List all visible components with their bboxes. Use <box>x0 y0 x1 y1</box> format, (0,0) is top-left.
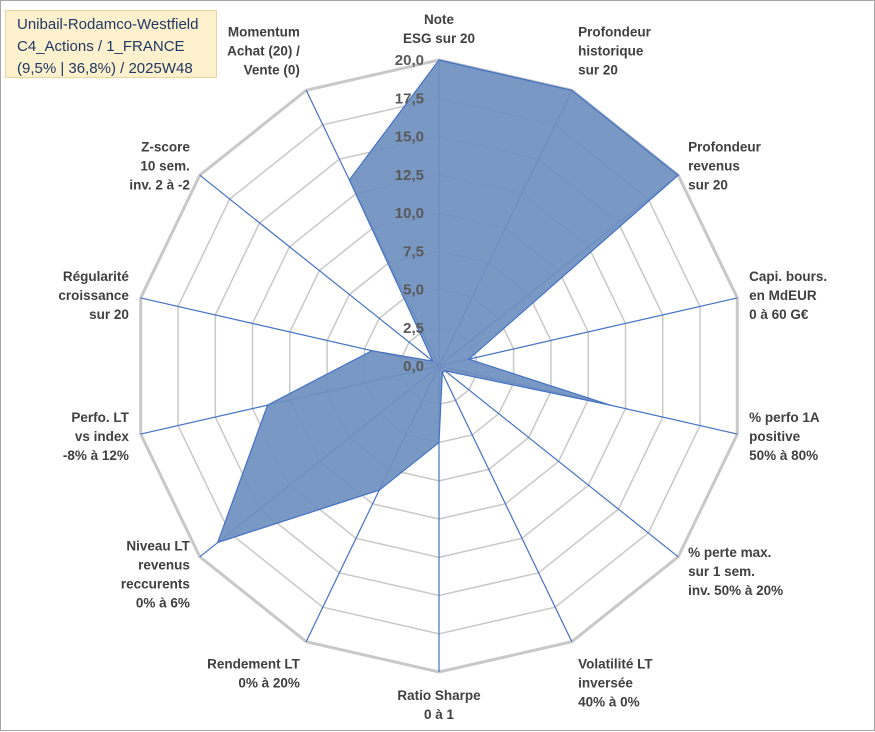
axis-label-line: 50% à 80% <box>749 448 818 463</box>
axis-label: Niveau LT revenus reccurents 0% à 6% <box>121 538 191 610</box>
axis-label-line: -8% à 12% <box>63 448 129 463</box>
axis-label-line: positive <box>749 429 801 444</box>
axis-label-line: Achat (20) / <box>227 43 300 58</box>
axis-label-line: historique <box>578 43 644 58</box>
axis-label: Perfo. LT vs index -8% à 12% <box>63 410 130 463</box>
axis-label-line: Profondeur <box>688 140 761 155</box>
axis-label-line: Rendement LT <box>207 657 301 672</box>
axis-label-line: inversée <box>578 676 633 691</box>
axis-label-line: 0 à 60 G€ <box>749 307 809 322</box>
axis-label-line: sur 20 <box>578 62 618 77</box>
axis-label: Profondeur historique sur 20 <box>578 24 651 77</box>
axis-label-line: inv. 50% à 20% <box>688 583 783 598</box>
series-area <box>218 60 679 543</box>
axis-label-line: vs index <box>75 429 130 444</box>
tick-label: 5,0 <box>403 282 424 299</box>
axis-label-line: % perte max. <box>688 545 771 560</box>
axis-label-line: Capi. bours. <box>749 269 827 284</box>
axis-label: Profondeur revenus sur 20 <box>688 140 761 193</box>
axis-label-line: revenus <box>688 159 740 174</box>
axis-label-line: ESG sur 20 <box>403 31 475 46</box>
axis-label-line: % perfo 1A <box>749 410 820 425</box>
axis-label-line: Vente (0) <box>244 62 300 77</box>
axis-label: Rendement LT 0% à 20% <box>207 657 301 691</box>
axis-label: % perte max. sur 1 sem. inv. 50% à 20% <box>688 545 783 598</box>
tick-label: 17,5 <box>395 90 424 107</box>
tick-label: 20,0 <box>395 52 424 69</box>
axis-label: % perfo 1A positive 50% à 80% <box>749 410 820 463</box>
axis-label-line: sur 20 <box>89 307 129 322</box>
tick-label: 0,0 <box>403 358 424 375</box>
series-layer <box>218 60 679 543</box>
axis-label: Ratio Sharpe 0 à 1 <box>397 688 481 722</box>
axis-label-line: Niveau LT <box>126 538 190 553</box>
axis-label-line: Note <box>424 12 454 27</box>
axis-label-line: en MdEUR <box>749 288 817 303</box>
axis-label-line: 40% à 0% <box>578 695 640 710</box>
axis-label-line: sur 1 sem. <box>688 564 755 579</box>
tick-label: 15,0 <box>395 129 424 146</box>
title-line-stats: (9,5% | 36,8%) / 2025W48 <box>17 60 193 77</box>
axis-label: Z-score 10 sem. inv. 2 à -2 <box>129 140 190 193</box>
tick-label: 7,5 <box>403 243 424 260</box>
axis-label-line: 0 à 1 <box>424 707 455 722</box>
axis-label-line: Volatilité LT <box>578 657 653 672</box>
axis-label-line: reccurents <box>121 576 190 591</box>
axis-label-line: Régularité <box>63 269 130 284</box>
axis-label-line: 10 sem. <box>140 159 190 174</box>
axis-spoke <box>439 366 572 642</box>
axis-label: Volatilité LT inversée 40% à 0% <box>578 657 653 710</box>
tick-label: 12,5 <box>395 167 424 184</box>
axis-label-line: Z-score <box>141 140 190 155</box>
tick-label: 2,5 <box>403 320 424 337</box>
title-box: Unibail-Rodamco-Westfield C4_Actions / 1… <box>5 10 217 78</box>
axis-label: Momentum Achat (20) / Vente (0) <box>227 24 300 77</box>
axis-label-line: Perfo. LT <box>71 410 129 425</box>
tick-layer: 0,0 2,5 5,0 7,5 10,0 12,5 15,0 17,5 20,0 <box>395 52 424 375</box>
axis-label-line: inv. 2 à -2 <box>129 178 190 193</box>
axis-label-line: Profondeur <box>578 24 651 39</box>
axis-label-line: Momentum <box>228 24 300 39</box>
axis-label: Note ESG sur 20 <box>403 12 475 46</box>
axis-label-line: croissance <box>58 288 129 303</box>
axis-label-line: 0% à 6% <box>136 595 190 610</box>
tick-label: 10,0 <box>395 205 424 222</box>
axis-label: Régularité croissance sur 20 <box>58 269 129 322</box>
title-line-company: Unibail-Rodamco-Westfield <box>17 16 198 33</box>
axis-label-line: sur 20 <box>688 178 728 193</box>
axis-label: Capi. bours. en MdEUR 0 à 60 G€ <box>749 269 827 322</box>
axis-label-line: revenus <box>138 557 190 572</box>
axis-label-line: Ratio Sharpe <box>397 688 481 703</box>
title-line-category: C4_Actions / 1_FRANCE <box>17 38 185 55</box>
axis-label-line: 0% à 20% <box>238 676 300 691</box>
